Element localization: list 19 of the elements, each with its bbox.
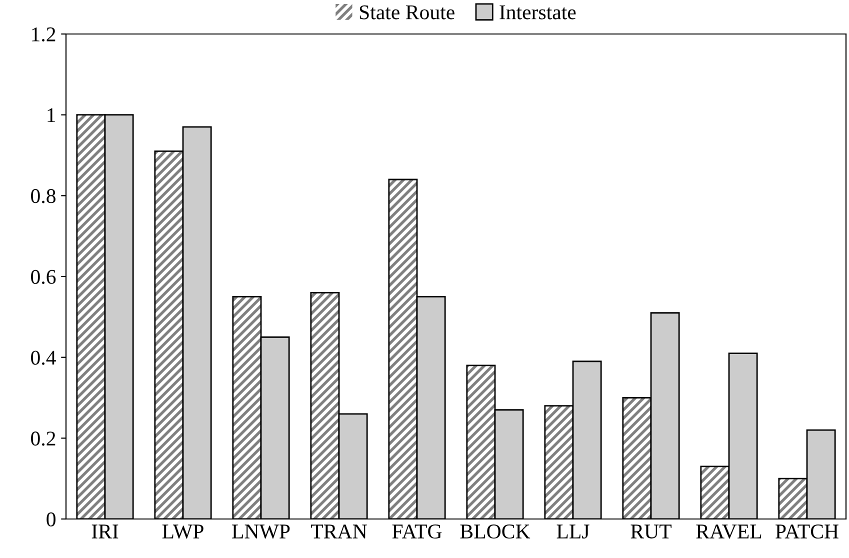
x-tick-label: RAVEL	[696, 524, 762, 539]
legend-label: Interstate	[500, 6, 576, 20]
x-tick-label: IRI	[92, 524, 118, 538]
y-tick-label: 0.2	[31, 432, 56, 446]
x-tick-label: BLOCK	[460, 524, 530, 539]
x-tick-label: LWP	[162, 524, 204, 539]
x-tick-label: LNWP	[232, 524, 290, 539]
y-tick-label: 1	[48, 108, 56, 122]
y-tick-label: 1.2	[32, 27, 56, 42]
x-tick-label: TRAN	[311, 524, 367, 538]
legend-label: State Route	[360, 5, 454, 20]
y-tick-label: 0.4	[31, 350, 56, 365]
x-tick-label: FATG	[392, 524, 442, 539]
x-tick-label: LLJ	[556, 524, 590, 539]
y-tick-label: 0.6	[31, 270, 56, 284]
x-tick-label: PATCH	[776, 524, 838, 539]
y-tick-label: 0	[46, 512, 56, 526]
x-tick-label: RUT	[630, 524, 672, 539]
y-tick-label: 0.8	[31, 189, 56, 204]
